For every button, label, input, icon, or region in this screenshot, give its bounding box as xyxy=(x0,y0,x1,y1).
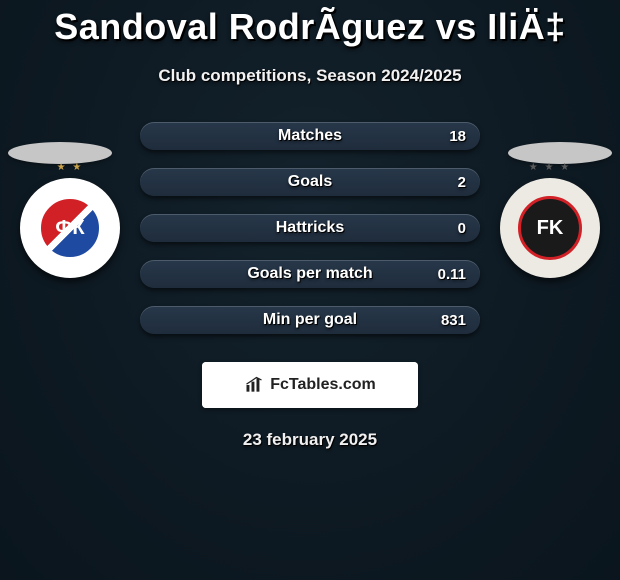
stat-bar: Min per goal 831 xyxy=(140,306,480,334)
chart-icon xyxy=(244,375,264,395)
infographic-root: Sandoval RodrÃ­guez vs IliÄ‡ Club compet… xyxy=(0,0,620,580)
stat-bar-value: 0.11 xyxy=(438,266,466,283)
branding-text: FcTables.com xyxy=(270,376,376,394)
page-title: Sandoval RodrÃ­guez vs IliÄ‡ xyxy=(0,0,620,48)
stat-bar-label: Goals xyxy=(288,173,332,191)
team-badge-left: ★ ★ ФК xyxy=(20,178,120,278)
stat-bar: Goals 2 xyxy=(140,168,480,196)
team-short-left: ФК xyxy=(55,217,84,240)
spotlight-left xyxy=(8,142,112,164)
comparison-arena: ★ ★ ФК ★ ★ ★ FK Matches 18 Goals 2 Hattricks… xyxy=(0,122,620,334)
stat-bar: Hattricks 0 xyxy=(140,214,480,242)
branding-card[interactable]: FcTables.com xyxy=(202,362,418,408)
stat-bars: Matches 18 Goals 2 Hattricks 0 Goals per match… xyxy=(140,122,480,334)
stat-bar-label: Min per goal xyxy=(263,311,357,329)
stat-bar: Goals per match 0.11 xyxy=(140,260,480,288)
spotlight-right xyxy=(508,142,612,164)
team-stars-right: ★ ★ ★ xyxy=(500,162,600,173)
team-short-right: FK xyxy=(537,217,564,240)
stat-bar-value: 0 xyxy=(458,220,466,237)
stat-bar-value: 831 xyxy=(441,312,466,329)
stat-bar: Matches 18 xyxy=(140,122,480,150)
stat-bar-label: Matches xyxy=(278,127,342,145)
stat-bar-label: Hattricks xyxy=(276,219,344,237)
stat-bar-value: 2 xyxy=(458,174,466,191)
team-crest-right: FK xyxy=(518,196,582,260)
stat-bar-value: 18 xyxy=(449,128,466,145)
team-badge-right: ★ ★ ★ FK xyxy=(500,178,600,278)
team-crest-left: ФК xyxy=(38,196,102,260)
team-stars-left: ★ ★ xyxy=(20,162,120,173)
date-text: 23 february 2025 xyxy=(0,430,620,450)
stat-bar-label: Goals per match xyxy=(247,265,372,283)
page-subtitle: Club competitions, Season 2024/2025 xyxy=(0,66,620,86)
